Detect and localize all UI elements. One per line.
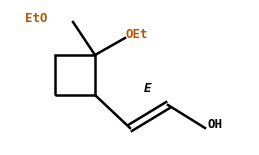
Text: E: E	[144, 82, 152, 95]
Text: OH: OH	[208, 117, 223, 131]
Text: EtO: EtO	[25, 12, 47, 25]
Text: OEt: OEt	[126, 28, 148, 41]
